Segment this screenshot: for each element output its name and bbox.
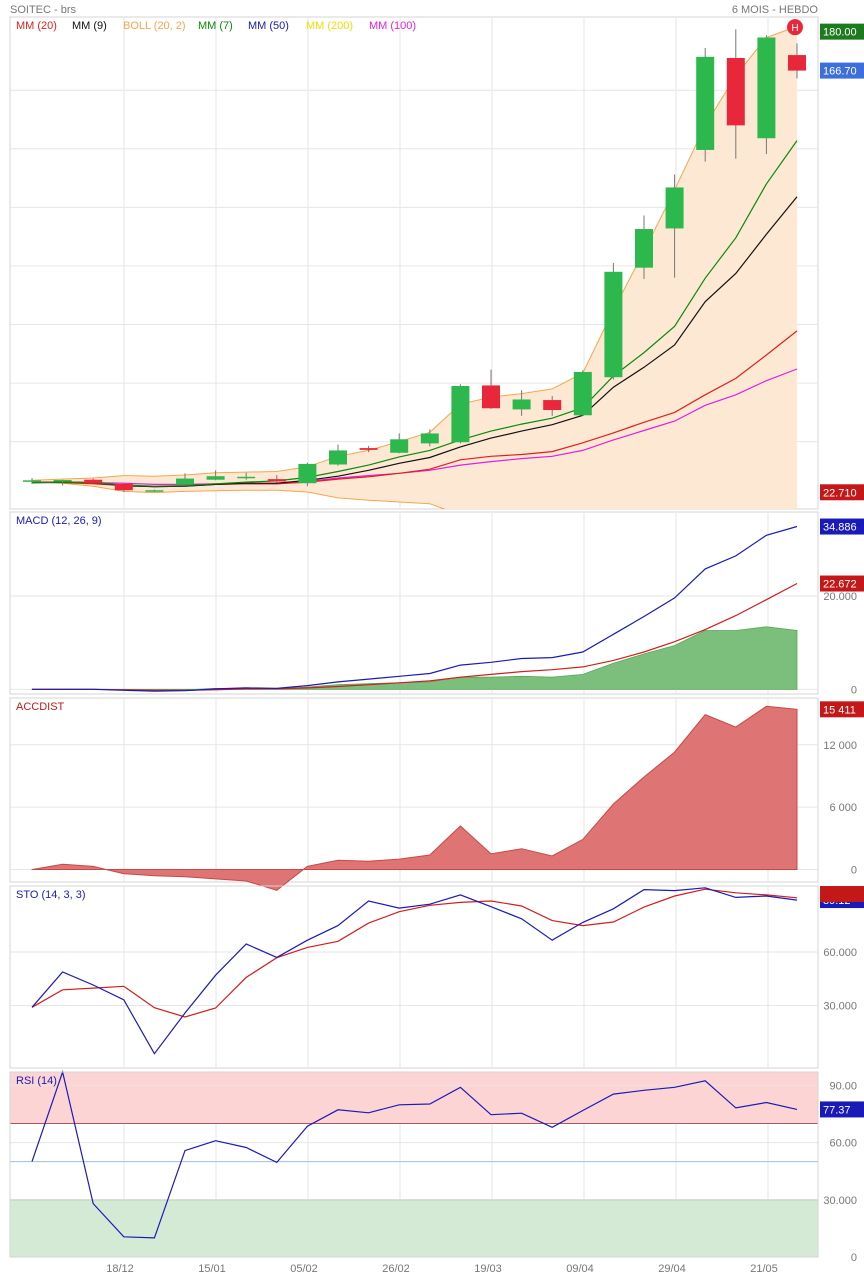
value-tag xyxy=(820,23,864,40)
x-tick-label: 19/03 xyxy=(474,1263,502,1275)
value-tag xyxy=(820,62,864,79)
accdist-area xyxy=(31,705,798,891)
candle-down[interactable] xyxy=(359,448,378,450)
y-tick-label: 30.000 xyxy=(823,1001,857,1013)
price-panel[interactable]: 160.00140.00120.00100.0080.0060.0040.00H… xyxy=(9,16,864,647)
bollinger-band-fill xyxy=(32,26,797,509)
candle-up[interactable] xyxy=(696,56,715,150)
macd-signal-line xyxy=(32,582,798,691)
value-tag-label: 22.672 xyxy=(823,579,857,591)
candle-up[interactable] xyxy=(145,490,164,492)
candle-up[interactable] xyxy=(757,37,776,139)
value-tag xyxy=(820,518,864,535)
candle-up[interactable] xyxy=(573,371,592,416)
y-tick-label: 6 000 xyxy=(829,802,857,814)
high-marker-icon[interactable] xyxy=(787,19,803,36)
rsi-frame xyxy=(9,1071,819,1258)
legend-entry[interactable]: MM (9) xyxy=(72,20,107,32)
candle-down[interactable] xyxy=(84,479,103,484)
candle-down[interactable] xyxy=(788,55,806,71)
rsi-panel[interactable]: 90.00 60.00 30.000 0 RSI (14) 77.37 xyxy=(9,1069,864,1264)
candle-up[interactable] xyxy=(420,433,439,444)
x-tick-label: 05/02 xyxy=(290,1263,318,1275)
rsi-line xyxy=(31,1069,798,1239)
candle-up[interactable] xyxy=(512,399,531,410)
value-tag xyxy=(820,886,864,903)
legend-entry[interactable]: MM (20) xyxy=(16,20,57,32)
stochastic-k-line xyxy=(31,887,798,1055)
x-tick-label: 21/05 xyxy=(750,1263,778,1275)
legend-entry[interactable]: ACCDIST xyxy=(16,701,65,713)
legend-entry[interactable]: MM (7) xyxy=(198,20,233,32)
panel-frame xyxy=(9,511,819,695)
legend-entry[interactable]: MM (200) xyxy=(306,20,353,32)
value-tag-label: 15 411 xyxy=(823,704,856,716)
period-label[interactable]: 6 MOIS - HEBDO xyxy=(732,4,819,16)
y-tick-label: 90.00 xyxy=(829,1080,857,1092)
value-tag xyxy=(820,484,864,501)
x-tick-label: 18/12 xyxy=(106,1263,134,1275)
candle-up[interactable] xyxy=(635,229,653,268)
x-tick-label: 29/04 xyxy=(658,1263,686,1275)
legend-entry[interactable]: MACD (12, 26, 9) xyxy=(16,515,102,527)
panel-frame xyxy=(9,885,819,1069)
candle-up[interactable] xyxy=(604,271,623,378)
y-tick-label: 0 xyxy=(851,1252,857,1264)
value-tag xyxy=(820,1101,864,1118)
value-tag-label: 77.37 xyxy=(823,1104,851,1116)
candle-down[interactable] xyxy=(726,58,745,126)
rsi-overbought-zone xyxy=(10,1072,818,1124)
candle-down[interactable] xyxy=(267,479,286,482)
candle-up[interactable] xyxy=(329,450,347,465)
mm7-line xyxy=(31,140,798,487)
x-tick-label: 26/02 xyxy=(382,1263,410,1275)
candle-up[interactable] xyxy=(206,476,225,480)
y-tick-label: 60.000 xyxy=(823,947,857,959)
y-tick-label: 0 xyxy=(851,865,857,877)
y-tick-label: 0 xyxy=(851,684,857,696)
legend-entry[interactable]: RSI (14) xyxy=(16,1075,57,1087)
value-tag xyxy=(820,575,864,592)
legend-entry[interactable]: STO (14, 3, 3) xyxy=(16,889,86,901)
legend-entry[interactable]: MM (50) xyxy=(248,20,289,32)
macd-panel[interactable]: 20.000 0 MACD (12, 26, 9) 34.886 22.672 xyxy=(9,511,864,696)
candle-down[interactable] xyxy=(543,400,562,411)
stochastic-d-line xyxy=(31,888,798,1018)
x-tick-label: 09/04 xyxy=(566,1263,594,1275)
x-axis: 18/12 15/01 05/02 26/02 19/03 09/04 29/04 21/05 xyxy=(106,1263,778,1275)
accdist-panel[interactable]: 12 000 6 000 0 ACCDIST 15 411 xyxy=(9,697,864,891)
candle-up[interactable] xyxy=(23,480,41,482)
y-tick-label: 20.000 xyxy=(823,591,857,603)
symbol-title: SOITEC - brs xyxy=(10,4,77,16)
legend-entry[interactable]: BOLL (20, 2) xyxy=(123,20,186,32)
y-tick-label: 30.000 xyxy=(823,1195,857,1207)
candle-up[interactable] xyxy=(298,463,317,484)
candle-down[interactable] xyxy=(114,483,133,491)
candle-up[interactable] xyxy=(451,386,470,443)
value-tag-label: 166.70 xyxy=(823,66,857,78)
macd-line xyxy=(32,525,798,692)
rsi-oversold-zone xyxy=(10,1199,818,1257)
legend-entry[interactable]: MM (100) xyxy=(369,20,416,32)
high-marker-glyph: H xyxy=(791,23,798,34)
candle-up[interactable] xyxy=(237,476,256,479)
value-tag-label: 180.00 xyxy=(823,27,857,39)
panel-frame xyxy=(9,697,819,883)
candle-up[interactable] xyxy=(665,187,684,229)
y-tick-label: 60.00 xyxy=(829,1138,857,1150)
value-tag xyxy=(820,701,864,718)
y-tick-label: 12 000 xyxy=(823,740,857,752)
candle-up[interactable] xyxy=(53,480,72,482)
candle-down[interactable] xyxy=(482,385,500,409)
candle-up[interactable] xyxy=(176,478,194,485)
candle-up[interactable] xyxy=(390,439,409,453)
value-tag-label: 22.710 xyxy=(823,487,857,499)
x-tick-label: 15/01 xyxy=(198,1263,226,1275)
panel-frame xyxy=(9,16,819,510)
value-tag-label: 34.886 xyxy=(823,522,857,534)
